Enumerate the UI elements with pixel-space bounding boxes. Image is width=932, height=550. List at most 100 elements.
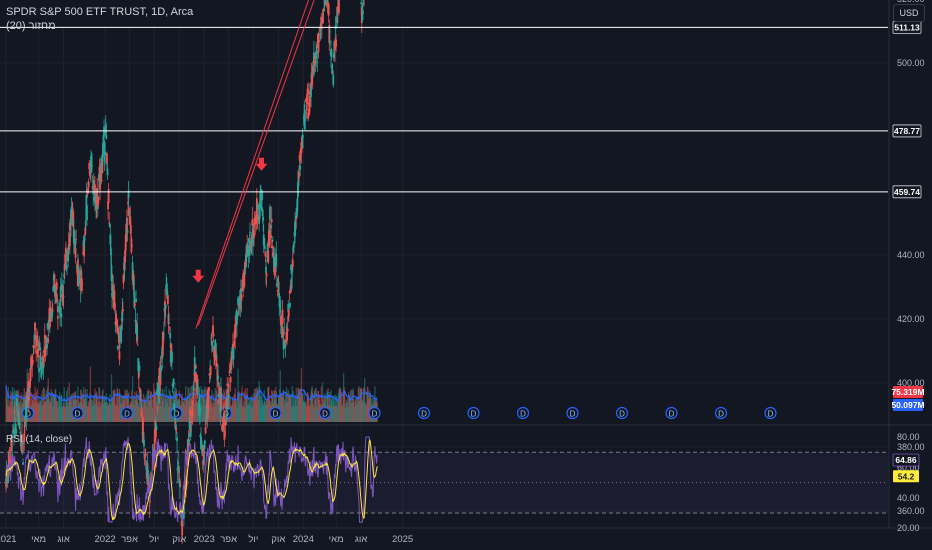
candle-body <box>210 338 213 340</box>
candle-body <box>131 244 133 246</box>
volume-bar <box>154 391 157 422</box>
candle-body <box>233 342 235 348</box>
volume-bar <box>73 392 75 422</box>
volume-bar <box>46 400 48 422</box>
candle-body <box>14 428 17 435</box>
volume-bar <box>308 405 311 422</box>
volume-bar <box>285 401 287 422</box>
dividend-marker-icon <box>318 406 332 420</box>
volume-bar <box>74 391 77 422</box>
candle-body <box>117 336 120 338</box>
candle-body <box>35 350 38 354</box>
volume-bar <box>334 406 336 422</box>
candle-body <box>237 309 240 315</box>
candle-body <box>74 240 76 254</box>
volume-bar <box>7 405 9 422</box>
candle-body <box>96 205 99 210</box>
candle-body <box>91 186 94 189</box>
volume-bar <box>185 398 187 422</box>
candle-body <box>51 310 54 312</box>
volume-bar <box>147 390 149 422</box>
volume-bar <box>366 386 369 422</box>
volume-bar <box>309 395 312 422</box>
volume-bar <box>209 396 211 422</box>
volume-bar <box>239 404 241 422</box>
candle-body <box>169 332 172 339</box>
candle-body <box>251 234 254 246</box>
volume-bar <box>318 394 321 422</box>
candle-body <box>99 179 102 181</box>
volume-bar <box>184 386 187 422</box>
time-tick-label: 2025 <box>392 534 413 545</box>
candle-body <box>232 345 234 349</box>
candle-body <box>84 227 87 235</box>
volume-bar <box>367 388 369 422</box>
dividend-marker-icon <box>714 406 728 420</box>
candle-body <box>43 335 46 339</box>
volume-bar <box>292 406 294 422</box>
candle-body <box>19 431 22 434</box>
volume-bar <box>174 382 176 422</box>
volume-bar <box>254 394 256 422</box>
candle-body <box>255 215 258 225</box>
volume-bar <box>247 405 249 422</box>
volume-bar <box>338 389 340 422</box>
candle-body <box>80 281 83 287</box>
volume-bar <box>284 394 287 422</box>
volume-bar <box>203 399 206 422</box>
candle-body <box>163 334 165 336</box>
candle-body <box>249 232 251 233</box>
volume-bar <box>296 394 299 422</box>
candle-body <box>108 224 111 228</box>
volume-bar <box>69 400 71 422</box>
candle-body <box>326 0 329 3</box>
candle-body <box>261 209 264 216</box>
volume-bar <box>298 388 300 422</box>
volume-bar <box>299 389 301 422</box>
dividend-marker-label: D <box>421 410 427 419</box>
candle-body <box>335 39 338 47</box>
candle-body <box>279 300 282 314</box>
volume-bar <box>86 389 88 422</box>
volume-label-text: 50.097M <box>891 400 924 410</box>
volume-bar <box>131 376 134 422</box>
volume-bar <box>255 392 257 422</box>
candle-body <box>159 366 162 385</box>
volume-bar <box>245 395 247 422</box>
candle-body <box>182 506 185 519</box>
candle-body <box>195 374 198 383</box>
volume-bar <box>166 403 168 422</box>
volume-bar <box>246 388 248 422</box>
currency-button[interactable]: USD <box>893 4 925 22</box>
candle-body <box>304 98 307 101</box>
candle-body <box>188 418 191 430</box>
volume-bar <box>214 388 216 422</box>
candle-body <box>264 251 267 257</box>
candle-body <box>154 423 157 426</box>
candle-body <box>142 431 145 442</box>
candle-body <box>214 339 217 349</box>
candle-body <box>224 420 227 426</box>
candle-body <box>227 395 230 400</box>
candle-body <box>216 378 219 381</box>
volume-bar <box>280 394 282 422</box>
volume-bar <box>303 389 305 422</box>
candle-body <box>283 339 286 342</box>
volume-bar <box>242 406 244 422</box>
candle-body <box>335 17 338 23</box>
volume-bar <box>212 393 215 422</box>
volume-bar <box>291 406 293 422</box>
candle-body <box>315 56 318 57</box>
volume-bar <box>52 393 55 422</box>
dividend-marker-label: D <box>718 410 724 419</box>
volume-bar <box>92 400 94 422</box>
dividend-marker-label: D <box>619 410 625 419</box>
candle-body <box>166 291 169 296</box>
volume-bar <box>357 387 360 422</box>
candle-body <box>177 466 180 473</box>
candle-body <box>108 222 111 224</box>
volume-bar <box>109 402 112 422</box>
candle-body <box>95 199 98 207</box>
candle-body <box>322 8 325 12</box>
